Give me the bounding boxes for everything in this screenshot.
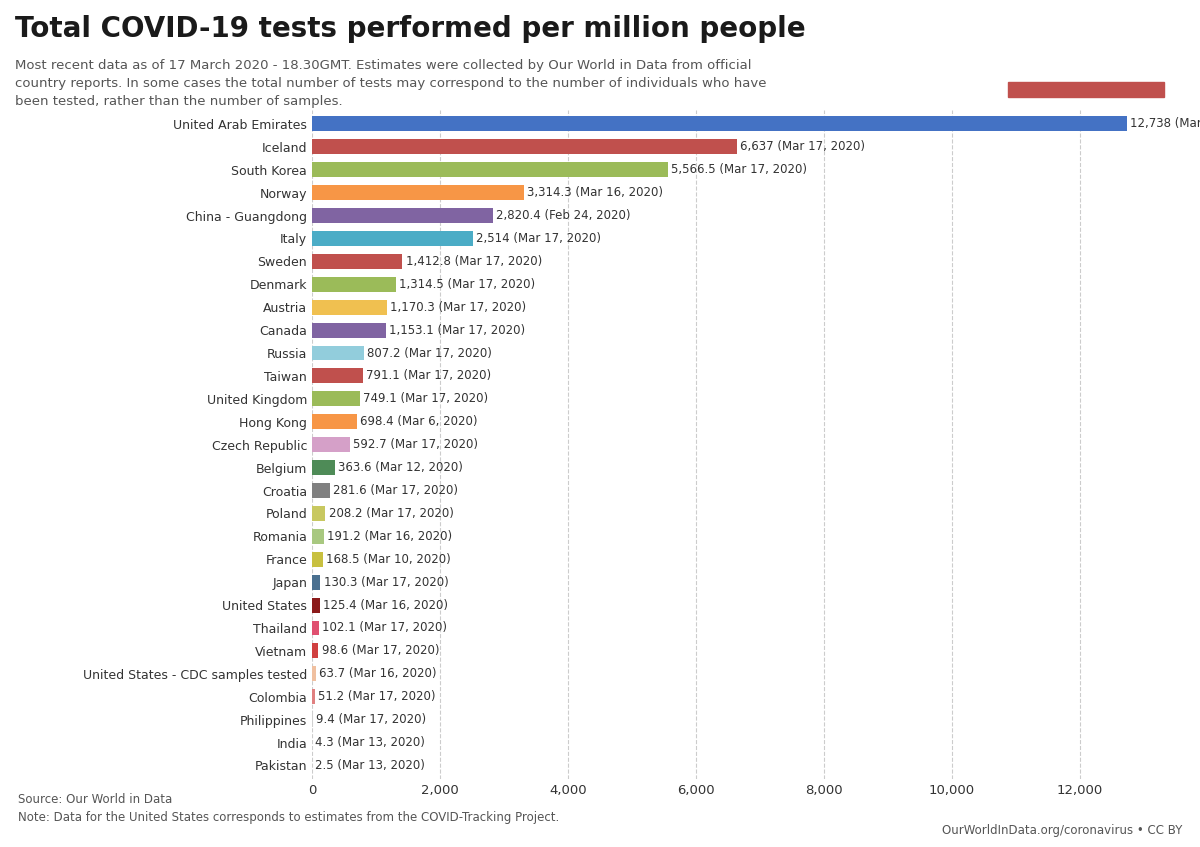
Text: 125.4 (Mar 16, 2020): 125.4 (Mar 16, 2020): [323, 599, 449, 612]
Text: OurWorldInData.org/coronavirus • CC BY: OurWorldInData.org/coronavirus • CC BY: [942, 824, 1182, 838]
Bar: [312, 551, 323, 567]
Text: 791.1 (Mar 17, 2020): 791.1 (Mar 17, 2020): [366, 369, 491, 383]
Text: 363.6 (Mar 12, 2020): 363.6 (Mar 12, 2020): [338, 461, 463, 474]
Text: Most recent data as of 17 March 2020 - 18.30GMT. Estimates were collected by Our: Most recent data as of 17 March 2020 - 1…: [14, 59, 767, 108]
Text: 208.2 (Mar 17, 2020): 208.2 (Mar 17, 2020): [329, 507, 454, 520]
Text: 51.2 (Mar 17, 2020): 51.2 (Mar 17, 2020): [318, 690, 436, 703]
Text: 1,412.8 (Mar 17, 2020): 1,412.8 (Mar 17, 2020): [406, 255, 542, 268]
Text: 749.1 (Mar 17, 2020): 749.1 (Mar 17, 2020): [364, 392, 488, 406]
Bar: [312, 483, 330, 498]
Text: 130.3 (Mar 17, 2020): 130.3 (Mar 17, 2020): [324, 576, 449, 589]
Text: 63.7 (Mar 16, 2020): 63.7 (Mar 16, 2020): [319, 667, 437, 680]
Text: 1,153.1 (Mar 17, 2020): 1,153.1 (Mar 17, 2020): [389, 324, 526, 336]
Bar: [312, 506, 325, 521]
Text: 191.2 (Mar 16, 2020): 191.2 (Mar 16, 2020): [328, 530, 452, 543]
Text: 698.4 (Mar 6, 2020): 698.4 (Mar 6, 2020): [360, 415, 478, 429]
Text: 2,514 (Mar 17, 2020): 2,514 (Mar 17, 2020): [476, 232, 601, 245]
Text: 9.4 (Mar 17, 2020): 9.4 (Mar 17, 2020): [316, 713, 426, 726]
Text: Source: Our World in Data
Note: Data for the United States corresponds to estima: Source: Our World in Data Note: Data for…: [18, 793, 559, 824]
Text: Total COVID-19 tests performed per million people: Total COVID-19 tests performed per milli…: [14, 15, 805, 43]
Text: 5,566.5 (Mar 17, 2020): 5,566.5 (Mar 17, 2020): [672, 163, 808, 176]
Text: 2.5 (Mar 13, 2020): 2.5 (Mar 13, 2020): [316, 759, 425, 772]
Bar: [312, 368, 362, 384]
Bar: [312, 163, 668, 177]
Text: 2,820.4 (Feb 24, 2020): 2,820.4 (Feb 24, 2020): [496, 209, 630, 222]
Bar: [312, 414, 356, 429]
Bar: [312, 529, 324, 544]
Bar: [312, 300, 386, 314]
Text: 4.3 (Mar 13, 2020): 4.3 (Mar 13, 2020): [316, 736, 425, 749]
Bar: [312, 346, 364, 361]
Text: 6,637 (Mar 17, 2020): 6,637 (Mar 17, 2020): [740, 141, 865, 153]
Text: 807.2 (Mar 17, 2020): 807.2 (Mar 17, 2020): [367, 346, 492, 359]
Text: 3,314.3 (Mar 16, 2020): 3,314.3 (Mar 16, 2020): [527, 186, 664, 199]
Bar: [312, 116, 1127, 131]
Bar: [312, 391, 360, 407]
Bar: [312, 208, 492, 223]
Text: 12,738 (Mar 16, 2020): 12,738 (Mar 16, 2020): [1130, 118, 1200, 130]
Text: 102.1 (Mar 17, 2020): 102.1 (Mar 17, 2020): [322, 622, 446, 634]
Bar: [312, 139, 737, 154]
Text: 98.6 (Mar 17, 2020): 98.6 (Mar 17, 2020): [322, 645, 439, 657]
Bar: [312, 231, 473, 246]
Bar: [312, 621, 318, 635]
Bar: [312, 689, 316, 704]
Bar: [312, 575, 320, 590]
Text: 168.5 (Mar 10, 2020): 168.5 (Mar 10, 2020): [326, 553, 451, 566]
Bar: [312, 667, 316, 681]
Text: 592.7 (Mar 17, 2020): 592.7 (Mar 17, 2020): [353, 438, 478, 451]
Text: Our World
in Data: Our World in Data: [1043, 28, 1129, 62]
Bar: [312, 644, 318, 658]
Bar: [312, 598, 320, 612]
Bar: [1008, 82, 1164, 97]
Bar: [312, 185, 524, 200]
Bar: [312, 277, 396, 291]
Text: 281.6 (Mar 17, 2020): 281.6 (Mar 17, 2020): [334, 484, 458, 497]
Bar: [312, 323, 385, 338]
Bar: [312, 254, 402, 268]
Bar: [312, 437, 350, 452]
Text: 1,170.3 (Mar 17, 2020): 1,170.3 (Mar 17, 2020): [390, 301, 527, 313]
Bar: [312, 460, 335, 475]
Text: 1,314.5 (Mar 17, 2020): 1,314.5 (Mar 17, 2020): [400, 278, 535, 291]
